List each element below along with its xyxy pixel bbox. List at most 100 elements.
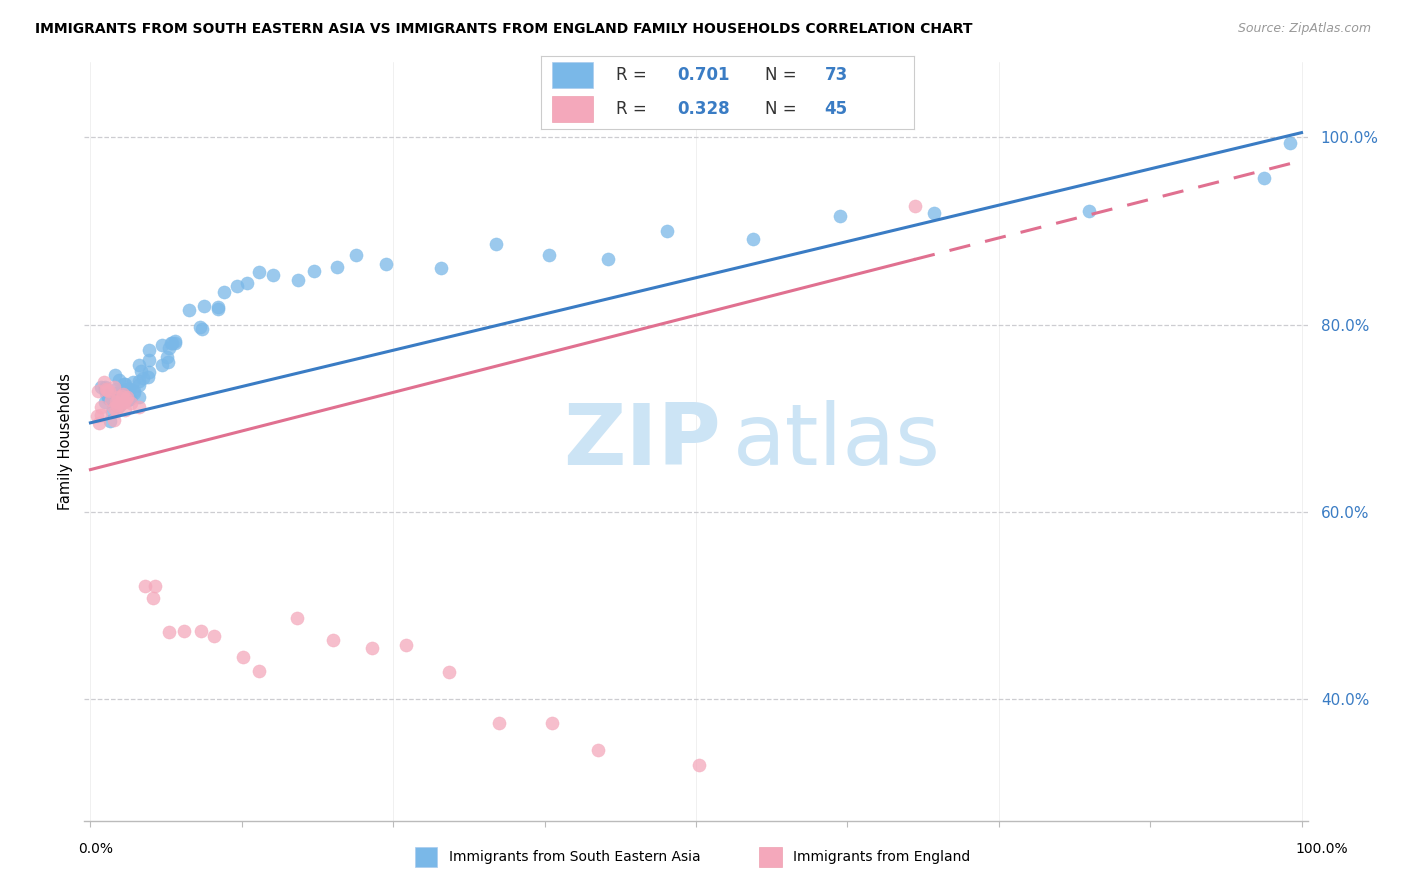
Point — [105, 386, 128, 401]
Point — [225, 279, 247, 293]
Text: N =: N = — [765, 66, 801, 84]
Point — [485, 237, 508, 252]
Point — [115, 390, 138, 404]
Point — [107, 373, 129, 387]
Point — [103, 380, 125, 394]
Point — [596, 252, 619, 267]
Point — [128, 358, 150, 372]
Point — [104, 368, 127, 382]
Point — [285, 610, 308, 624]
Point — [93, 375, 115, 389]
Point — [128, 378, 150, 392]
Text: Immigrants from England: Immigrants from England — [793, 850, 970, 864]
Point — [118, 392, 141, 407]
Point — [236, 276, 259, 290]
Point — [97, 391, 120, 405]
Point — [157, 355, 180, 369]
Point — [588, 742, 610, 756]
Point — [922, 206, 945, 220]
Point — [247, 664, 270, 678]
Point — [177, 302, 200, 317]
Point — [94, 394, 117, 409]
Point — [105, 403, 128, 417]
Text: Immigrants from South Eastern Asia: Immigrants from South Eastern Asia — [449, 850, 700, 864]
Point — [212, 285, 235, 300]
Point — [104, 385, 127, 400]
Point — [344, 248, 367, 262]
Point — [93, 382, 115, 396]
Text: 100.0%: 100.0% — [1295, 842, 1348, 856]
Point — [541, 715, 564, 730]
Point — [131, 371, 153, 385]
Point — [138, 365, 160, 379]
Point — [107, 390, 129, 404]
Point — [190, 624, 212, 638]
Text: ZIP: ZIP — [562, 400, 720, 483]
Point — [111, 389, 134, 403]
Text: 0.701: 0.701 — [678, 66, 730, 84]
Point — [136, 370, 159, 384]
Point — [157, 341, 180, 355]
Point — [90, 380, 112, 394]
Point — [394, 639, 416, 653]
Text: Source: ZipAtlas.com: Source: ZipAtlas.com — [1237, 22, 1371, 36]
Point — [439, 665, 461, 679]
Point — [326, 260, 349, 274]
Point — [150, 358, 173, 372]
Point — [538, 248, 561, 262]
Point — [160, 336, 183, 351]
Point — [142, 591, 165, 605]
Point — [157, 624, 180, 639]
Point — [93, 380, 115, 394]
Point — [361, 640, 384, 655]
Point — [904, 199, 927, 213]
Point — [156, 350, 179, 364]
FancyBboxPatch shape — [553, 62, 593, 88]
Point — [162, 336, 184, 351]
Point — [375, 257, 398, 271]
Text: R =: R = — [616, 100, 652, 118]
Point — [104, 394, 127, 409]
Point — [104, 383, 127, 397]
Point — [143, 579, 166, 593]
Text: atlas: atlas — [733, 400, 941, 483]
Point — [96, 385, 118, 400]
Point — [134, 579, 156, 593]
Text: IMMIGRANTS FROM SOUTH EASTERN ASIA VS IMMIGRANTS FROM ENGLAND FAMILY HOUSEHOLDS : IMMIGRANTS FROM SOUTH EASTERN ASIA VS IM… — [35, 22, 973, 37]
Point — [98, 414, 121, 428]
Point — [118, 382, 141, 396]
Point — [118, 382, 141, 396]
Point — [488, 715, 510, 730]
Point — [138, 343, 160, 358]
Point — [117, 392, 139, 407]
Point — [138, 353, 160, 368]
Point — [128, 374, 150, 388]
Point — [96, 383, 118, 397]
Point — [193, 299, 215, 313]
Point — [150, 338, 173, 352]
Text: 73: 73 — [824, 66, 848, 84]
Point — [86, 409, 108, 423]
Point — [688, 758, 710, 772]
Point — [110, 397, 132, 411]
Point — [120, 396, 142, 410]
Point — [163, 334, 186, 348]
Point — [87, 384, 110, 399]
Point — [232, 650, 254, 665]
Point — [94, 382, 117, 396]
Point — [105, 398, 128, 412]
Point — [100, 392, 122, 407]
Text: 0.0%: 0.0% — [79, 842, 112, 856]
Point — [110, 388, 132, 402]
Point — [207, 301, 229, 316]
Point — [657, 224, 679, 238]
Point — [104, 390, 127, 404]
Point — [128, 400, 150, 414]
Point — [122, 384, 145, 398]
Point — [90, 409, 112, 423]
Point — [103, 413, 125, 427]
Point — [114, 392, 136, 406]
Point — [128, 390, 150, 404]
Point — [830, 209, 852, 223]
Point — [322, 633, 344, 648]
